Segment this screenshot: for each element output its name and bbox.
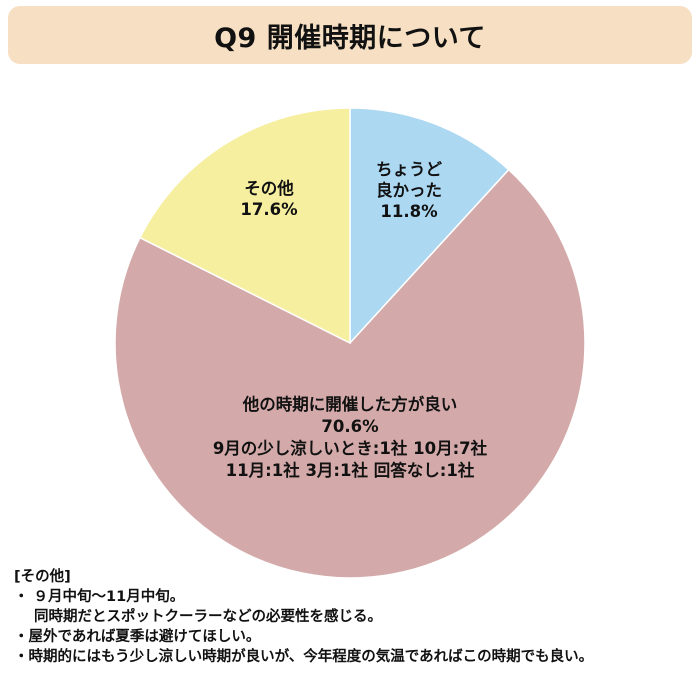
label-other-time: 他の時期に開催した方が良い 70.6% 9月の少し涼しいとき:1社 10月:7社 11… [213,394,488,480]
label-other-line-1: その他 [244,178,294,198]
label-other-line-2: 17.6% [240,200,298,219]
label-other-time-line-3: 9月の少し涼しいとき:1社 10月:7社 [213,438,488,458]
note-item-1-continued: 同時期だとスポットクーラーなどの必要性を感じる。 [34,609,382,625]
chart-title: Q9 開催時期について [214,22,486,54]
notes-section: [その他] ・ ９月中旬〜11月中旬。 同時期だとスポットクーラーなどの必要性を… [14,567,694,667]
slice-other-time [114,168,586,579]
label-good: ちょうど良かった 11.8% [376,160,443,221]
note-item-3: ・時期的にはもう少し涼しい時期が良いが、今年程度の気温であればこの時期でも良い。 [14,649,594,665]
label-good-line-3: 11.8% [380,202,438,221]
note-item-1: ・ ９月中旬〜11月中旬。 [14,589,185,605]
notes-heading: [その他] [14,569,71,585]
label-good-line-2: 良かった [376,180,442,200]
slice-good [349,107,510,345]
label-other: その他 17.6% [240,178,298,219]
title-banner: Q9 開催時期について [8,6,692,64]
label-other-time-line-2: 70.6% [321,417,379,436]
note-item-2: ・屋外であれば夏季は避けてほしい。 [14,629,261,645]
slice-other [138,107,351,345]
label-good-line-1: ちょうど [376,160,443,179]
label-other-time-line-4: 11月:1社 3月:1社 回答なし:1社 [226,460,475,480]
label-other-time-line-1: 他の時期に開催した方が良い [242,394,458,414]
